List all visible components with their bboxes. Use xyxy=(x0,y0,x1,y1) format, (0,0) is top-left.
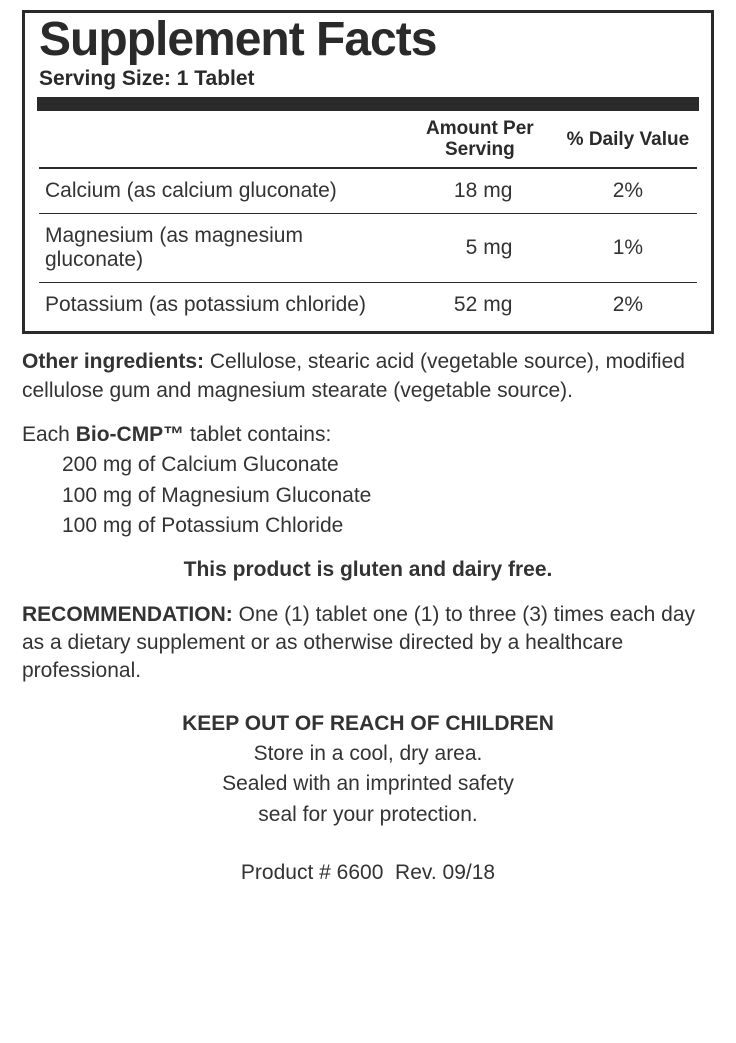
warning-line: seal for your protection. xyxy=(22,801,714,829)
nutrient-name: Potassium (as potassium chloride) xyxy=(39,283,401,328)
contains-line: 200 mg of Calcium Gluconate xyxy=(22,451,714,479)
table-row: Potassium (as potassium chloride) 52mg 2… xyxy=(39,283,697,328)
nutrients-table: Amount Per Serving % Daily Value Calcium… xyxy=(39,115,697,327)
nutrient-dv: 1% xyxy=(559,214,697,283)
col-name xyxy=(39,115,401,168)
amount-unit: mg xyxy=(477,179,512,203)
amount-number: 5 xyxy=(447,236,477,260)
supplement-facts-document: Supplement Facts Serving Size: 1 Tablet … xyxy=(0,0,736,907)
col-dv-label: % Daily Value xyxy=(567,129,690,150)
warning-line: Store in a cool, dry area. xyxy=(22,740,714,768)
nutrient-name: Magnesium (as magnesium gluconate) xyxy=(39,214,401,283)
nutrient-dv: 2% xyxy=(559,283,697,328)
col-amount: Amount Per Serving xyxy=(401,115,559,168)
other-ingredients: Other ingredients: Cellulose, stearic ac… xyxy=(22,348,714,405)
amount-unit: mg xyxy=(477,236,512,260)
nutrient-name: Calcium (as calcium gluconate) xyxy=(39,168,401,214)
body-text: Other ingredients: Cellulose, stearic ac… xyxy=(22,348,714,887)
other-ingredients-label: Other ingredients: xyxy=(22,350,204,373)
amount-number: 52 xyxy=(447,293,477,317)
serving-size: Serving Size: 1 Tablet xyxy=(39,67,697,91)
serving-label: Serving Size: xyxy=(39,67,171,90)
rev: 09/18 xyxy=(443,861,496,884)
serving-value: 1 Tablet xyxy=(177,67,255,90)
product-no: 6600 xyxy=(337,861,384,884)
col-dv: % Daily Value xyxy=(559,115,697,168)
col-amount-label: Amount Per Serving xyxy=(426,118,534,160)
amount-number: 18 xyxy=(447,179,477,203)
contains-block: Each Bio-CMP™ tablet contains: 200 mg of… xyxy=(22,421,714,540)
recommendation: RECOMMENDATION: One (1) tablet one (1) t… xyxy=(22,601,714,686)
table-row: Calcium (as calcium gluconate) 18mg 2% xyxy=(39,168,697,214)
free-from: This product is gluten and dairy free. xyxy=(22,556,714,584)
panel-title: Supplement Facts xyxy=(39,15,697,65)
brand-name: Bio-CMP™ xyxy=(76,423,185,446)
contains-intro: Each Bio-CMP™ tablet contains: xyxy=(22,421,714,449)
nutrient-dv: 2% xyxy=(559,168,697,214)
amount-unit: mg xyxy=(477,293,512,317)
nutrient-amount: 52mg xyxy=(401,283,559,328)
contains-prefix: Each xyxy=(22,423,76,446)
warnings-block: KEEP OUT OF REACH OF CHILDREN Store in a… xyxy=(22,710,714,829)
nutrient-amount: 18mg xyxy=(401,168,559,214)
contains-line: 100 mg of Potassium Chloride xyxy=(22,512,714,540)
product-no-label: Product # xyxy=(241,861,331,884)
recommendation-label: RECOMMENDATION: xyxy=(22,603,233,626)
footer: Product # 6600 Rev. 09/18 xyxy=(22,859,714,887)
table-row: Magnesium (as magnesium gluconate) 5mg 1… xyxy=(39,214,697,283)
nutrient-amount: 5mg xyxy=(401,214,559,283)
thick-divider xyxy=(37,97,699,111)
warning-heading: KEEP OUT OF REACH OF CHILDREN xyxy=(22,710,714,738)
contains-line: 100 mg of Magnesium Gluconate xyxy=(22,482,714,510)
warning-line: Sealed with an imprinted safety xyxy=(22,770,714,798)
rev-label: Rev. xyxy=(395,861,437,884)
contains-suffix: tablet contains: xyxy=(184,423,331,446)
facts-panel: Supplement Facts Serving Size: 1 Tablet … xyxy=(22,10,714,334)
